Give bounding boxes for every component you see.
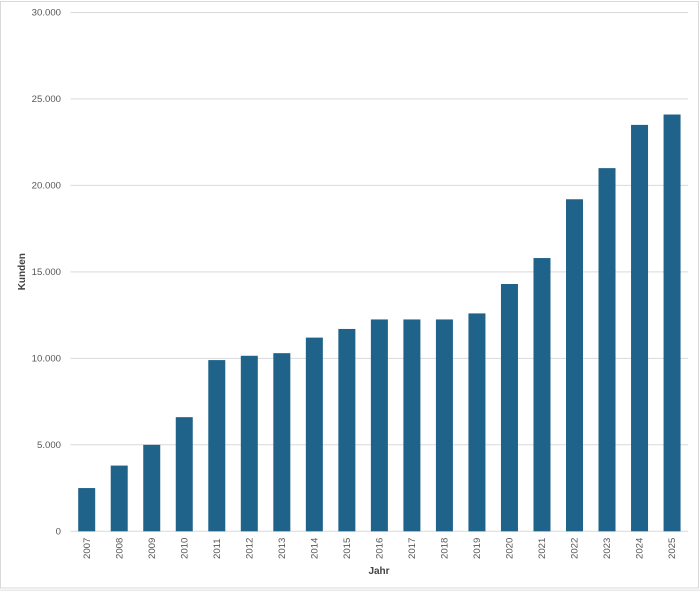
svg-text:2019: 2019 xyxy=(472,538,483,559)
svg-text:2015: 2015 xyxy=(342,538,353,559)
svg-text:2022: 2022 xyxy=(570,538,581,559)
svg-text:2023: 2023 xyxy=(602,538,613,559)
svg-text:Kunden: Kunden xyxy=(17,253,28,290)
svg-text:2013: 2013 xyxy=(277,538,288,559)
svg-text:2011: 2011 xyxy=(212,538,223,559)
svg-text:2024: 2024 xyxy=(635,537,646,559)
svg-text:2018: 2018 xyxy=(440,538,451,559)
svg-text:2020: 2020 xyxy=(505,538,516,559)
svg-text:2021: 2021 xyxy=(537,538,548,559)
svg-text:2025: 2025 xyxy=(667,538,678,559)
svg-text:2016: 2016 xyxy=(375,538,386,559)
svg-text:20.000: 20.000 xyxy=(32,181,61,192)
svg-text:2010: 2010 xyxy=(179,538,190,559)
svg-text:2012: 2012 xyxy=(244,538,255,559)
svg-text:2017: 2017 xyxy=(407,538,418,559)
svg-text:10.000: 10.000 xyxy=(32,354,61,365)
svg-text:2009: 2009 xyxy=(147,538,158,559)
svg-text:25.000: 25.000 xyxy=(32,94,61,105)
svg-text:2008: 2008 xyxy=(114,538,125,559)
svg-text:30.000: 30.000 xyxy=(32,8,61,19)
svg-text:15.000: 15.000 xyxy=(32,267,61,278)
svg-text:5.000: 5.000 xyxy=(37,440,61,451)
svg-text:0: 0 xyxy=(56,526,61,537)
svg-text:2014: 2014 xyxy=(310,537,321,559)
svg-text:Jahr: Jahr xyxy=(368,566,389,577)
svg-text:2007: 2007 xyxy=(82,538,93,559)
